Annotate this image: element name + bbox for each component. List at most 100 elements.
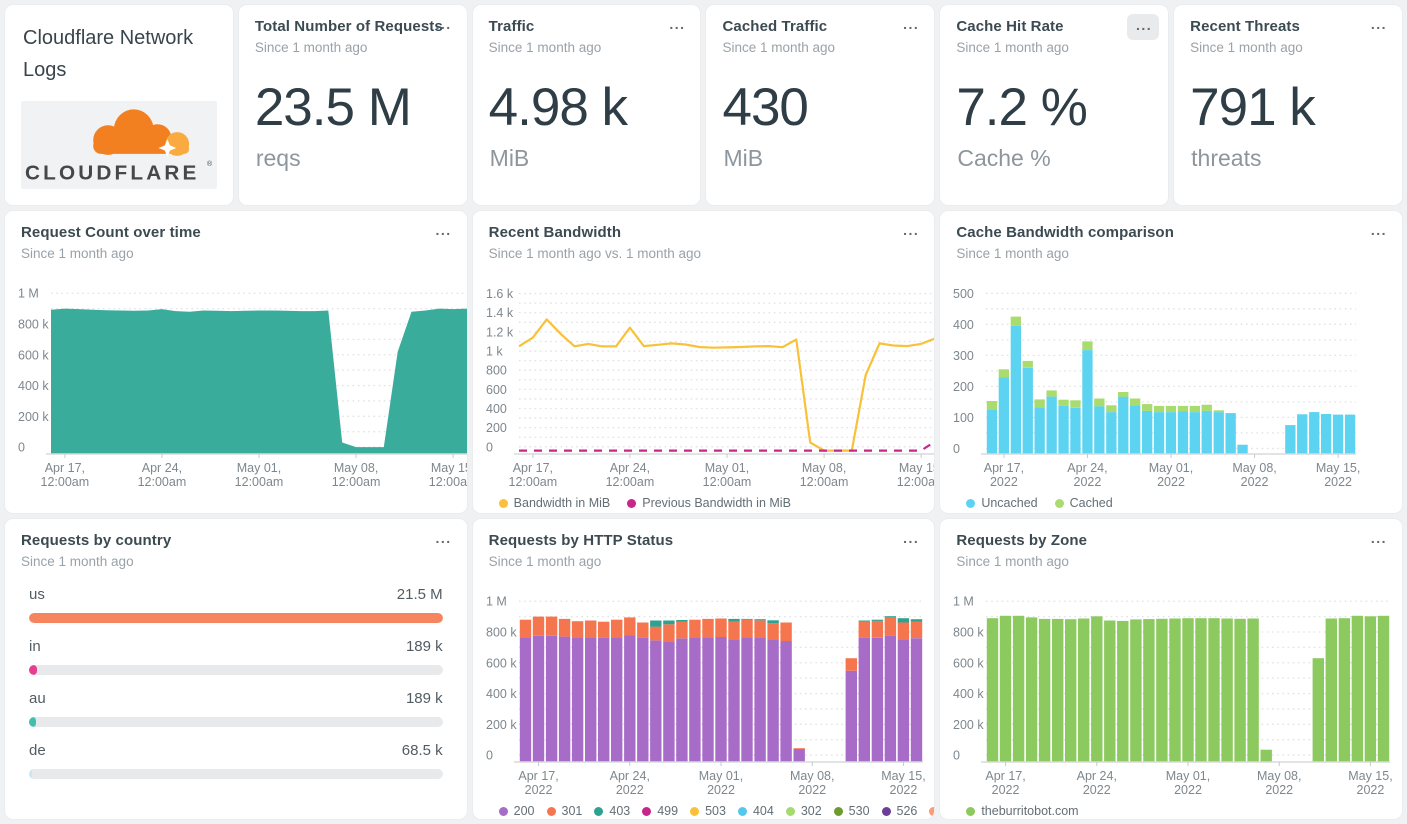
legend-item[interactable]: Cached: [1054, 496, 1113, 510]
panel-menu-button[interactable]: ...: [903, 530, 920, 546]
country-label: de: [29, 742, 46, 759]
svg-text:May 15,: May 15,: [1316, 461, 1360, 475]
legend-item[interactable]: theburritobot.com: [966, 804, 1079, 818]
panel-menu-button[interactable]: ...: [435, 16, 452, 32]
legend-item[interactable]: 403: [594, 804, 630, 818]
svg-text:2022: 2022: [1241, 475, 1269, 489]
country-value: 189 k: [405, 690, 443, 707]
svg-text:12:00am: 12:00am: [41, 475, 90, 489]
legend-item[interactable]: 526: [881, 804, 917, 818]
svg-text:May 08,: May 08,: [790, 769, 834, 783]
legend-dot: [881, 806, 891, 816]
country-value: 189 k: [405, 638, 443, 655]
legend-item[interactable]: 200: [498, 804, 535, 818]
panel-recent-threats: Recent Threats Since 1 month ago ... 791…: [1174, 5, 1402, 205]
panel-menu-button[interactable]: ...: [1370, 530, 1387, 546]
country-row: in 189 k: [29, 638, 443, 675]
svg-text:600: 600: [486, 383, 507, 397]
svg-text:800 k: 800 k: [18, 318, 49, 332]
panel-menu-button[interactable]: ...: [1126, 14, 1160, 40]
stat-value: 430: [722, 78, 808, 137]
stat-value: 791 k: [1190, 78, 1316, 137]
panel-menu-button[interactable]: ...: [1370, 16, 1387, 32]
svg-text:2022: 2022: [1157, 475, 1185, 489]
country-row: au 189 k: [29, 690, 443, 727]
country-bar-fill: [29, 613, 443, 623]
legend-dot: [833, 806, 843, 816]
svg-text:May 15,: May 15,: [881, 769, 925, 783]
panel-subtitle: Since 1 month ago vs. 1 month ago: [488, 246, 702, 261]
svg-text:Apr 17,: Apr 17,: [984, 461, 1024, 475]
svg-text:2022: 2022: [992, 783, 1020, 797]
panel-menu-button[interactable]: ...: [903, 16, 920, 32]
svg-text:0: 0: [18, 441, 25, 455]
panel-subtitle: Since 1 month ago: [956, 246, 1069, 261]
panel-requests-by-zone: Requests by Zone Since 1 month ago ... 0…: [940, 519, 1402, 819]
legend-label: 301: [561, 804, 583, 818]
legend-item[interactable]: 301: [546, 804, 583, 818]
panel-title: Total Number of Requests: [254, 18, 443, 35]
panel-subtitle: Since 1 month ago: [488, 40, 602, 55]
svg-text:1 M: 1 M: [18, 287, 39, 301]
legend-dot: [785, 806, 795, 816]
panel-menu-button[interactable]: ...: [903, 222, 920, 238]
legend-item[interactable]: Bandwidth in MiB: [498, 496, 611, 510]
legend-label: 530: [848, 804, 870, 818]
panel-cache-bandwidth: Cache Bandwidth comparison Since 1 month…: [940, 211, 1402, 513]
legend-dot: [498, 806, 508, 816]
panel-menu-button[interactable]: ...: [669, 16, 686, 32]
panel-title: Requests by Zone: [956, 532, 1088, 549]
svg-text:0: 0: [953, 442, 960, 456]
country-row: de 68.5 k: [29, 742, 443, 779]
panel-subtitle: Since 1 month ago: [956, 554, 1069, 569]
svg-text:Apr 24,: Apr 24,: [609, 461, 649, 475]
panel-title: Requests by country: [21, 532, 172, 549]
svg-text:2022: 2022: [1357, 783, 1385, 797]
panel-menu-button[interactable]: ...: [1370, 222, 1387, 238]
svg-text:400: 400: [486, 402, 507, 416]
svg-text:2022: 2022: [1266, 783, 1294, 797]
panel-subtitle: Since 1 month ago: [1190, 40, 1303, 55]
legend-item[interactable]: 524: [929, 804, 935, 818]
panel-subtitle: Since 1 month ago: [956, 40, 1069, 55]
panel-menu-button[interactable]: ...: [435, 222, 452, 238]
legend-item[interactable]: 530: [833, 804, 870, 818]
legend-item[interactable]: 499: [642, 804, 678, 818]
svg-text:0: 0: [953, 749, 960, 763]
panel-cached-traffic: Cached Traffic Since 1 month ago ... 430…: [706, 5, 935, 205]
svg-text:Apr 24,: Apr 24,: [609, 769, 649, 783]
panel-header: Cloudflare Network Logs CLOUDFLARE ®: [5, 5, 233, 205]
legend-label: Bandwidth in MiB: [513, 496, 611, 510]
panel-traffic: Traffic Since 1 month ago ... 4.98 k MiB: [472, 5, 701, 205]
svg-text:May 15,: May 15,: [431, 461, 467, 475]
svg-text:400 k: 400 k: [953, 687, 984, 701]
country-bars: us 21.5 M in 189 k au 189 k: [5, 569, 467, 779]
svg-text:Apr 24,: Apr 24,: [1077, 769, 1117, 783]
cloudflare-logo-image: CLOUDFLARE ®: [25, 109, 212, 185]
svg-text:12:00am: 12:00am: [605, 475, 654, 489]
legend-item[interactable]: 404: [737, 804, 774, 818]
svg-text:May 08,: May 08,: [1257, 769, 1301, 783]
svg-text:1 M: 1 M: [953, 595, 974, 609]
legend-label: 503: [705, 804, 726, 818]
legend-item[interactable]: Previous Bandwidth in MiB: [627, 496, 791, 510]
svg-text:100: 100: [953, 411, 974, 425]
svg-text:12:00am: 12:00am: [508, 475, 557, 489]
legend-item[interactable]: 302: [785, 804, 822, 818]
legend-item[interactable]: 503: [690, 804, 726, 818]
svg-text:800 k: 800 k: [486, 626, 517, 640]
svg-text:Apr 17,: Apr 17,: [518, 769, 558, 783]
legend-dot: [546, 806, 556, 816]
svg-text:400 k: 400 k: [486, 687, 517, 701]
panel-request-count: Request Count over time Since 1 month ag…: [5, 211, 467, 513]
svg-text:1.4 k: 1.4 k: [486, 306, 514, 320]
legend-item[interactable]: Uncached: [966, 496, 1038, 510]
legend-dot: [966, 806, 976, 816]
panel-menu-button[interactable]: ...: [435, 530, 452, 546]
country-bar-fill: [29, 769, 33, 779]
